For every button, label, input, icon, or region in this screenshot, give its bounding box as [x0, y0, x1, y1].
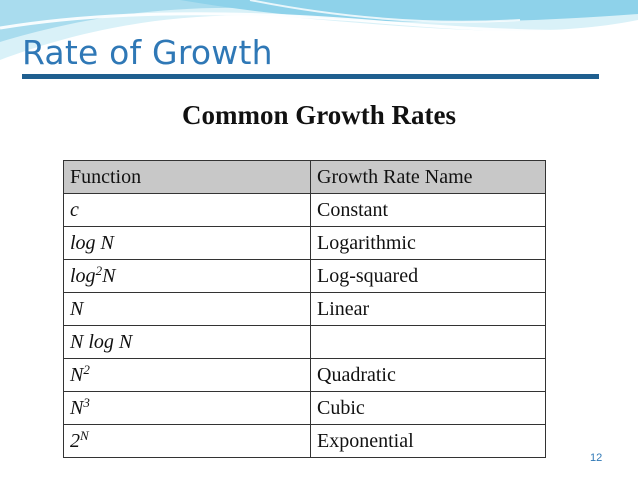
function-base: N — [70, 363, 84, 386]
slide-title: Rate of Growth — [22, 33, 273, 72]
function-exponent: N — [80, 427, 89, 443]
function-base: N log N — [70, 330, 133, 353]
function-exponent: 2 — [95, 262, 103, 278]
growth-rate-name-cell: Cubic — [310, 391, 546, 425]
table-row: c Constant — [63, 193, 546, 227]
table-row: N3 Cubic — [63, 391, 546, 425]
growth-rates-table: Function Growth Rate Name c Constant log N… — [63, 160, 546, 458]
function-base: log N — [70, 231, 114, 254]
function-cell: N log N — [63, 325, 311, 359]
header-growth-rate-name: Growth Rate Name — [310, 160, 546, 194]
function-base: 2 — [70, 429, 80, 452]
table-row: log N Logarithmic — [63, 226, 546, 260]
table-title: Common Growth Rates — [182, 100, 456, 130]
header-wave-decoration — [0, 0, 638, 60]
table-row: N log N — [63, 325, 546, 359]
growth-rate-name-cell: Constant — [310, 193, 546, 227]
growth-rate-name-cell: Logarithmic — [310, 226, 546, 260]
growth-rate-name-cell: Linear — [310, 292, 546, 326]
function-base: N — [70, 396, 84, 419]
table-body: c Constant log N Logarithmic log2N Log-square… — [63, 193, 546, 458]
table-row: log2N Log-squared — [63, 259, 546, 293]
growth-rate-name-cell: Quadratic — [310, 358, 546, 392]
function-base: log — [70, 264, 96, 287]
function-base: c — [70, 198, 79, 221]
function-rest: N — [102, 264, 116, 287]
title-underline — [22, 74, 599, 79]
growth-rate-name-cell: Log-squared — [310, 259, 546, 293]
header-function: Function — [63, 160, 311, 194]
page-number: 12 — [590, 452, 603, 464]
table-row: N Linear — [63, 292, 546, 326]
table-row: 2N Exponential — [63, 424, 546, 458]
table-row: N2 Quadratic — [63, 358, 546, 392]
function-exponent: 2 — [83, 361, 90, 377]
function-exponent: 3 — [83, 394, 90, 410]
growth-rate-name-cell: Exponential — [310, 424, 546, 458]
function-cell: N2 — [63, 358, 311, 392]
growth-rate-name-cell — [310, 325, 546, 359]
table-header-row: Function Growth Rate Name — [63, 160, 546, 194]
function-cell: N3 — [63, 391, 311, 425]
function-cell: c — [63, 193, 311, 227]
function-base: N — [70, 297, 84, 320]
function-cell: log2N — [63, 259, 311, 293]
function-cell: log N — [63, 226, 311, 260]
function-cell: N — [63, 292, 311, 326]
function-cell: 2N — [63, 424, 311, 458]
